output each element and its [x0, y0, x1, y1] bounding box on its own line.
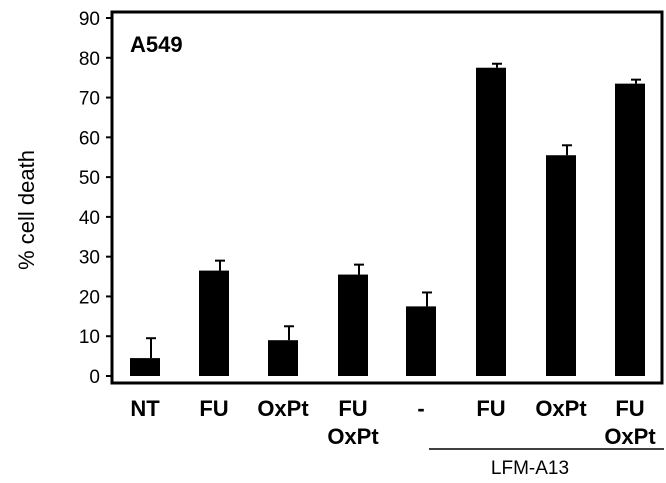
x-tick-label: OxPt [257, 396, 309, 421]
bar [338, 274, 368, 376]
bar [615, 83, 645, 376]
y-tick-label: 50 [79, 168, 100, 189]
y-tick-label: 80 [79, 49, 100, 70]
x-tick-label: FU [338, 396, 367, 421]
bar [546, 155, 576, 376]
y-tick-label: 40 [79, 208, 100, 229]
y-tick-label: 70 [79, 89, 100, 110]
y-tick-label: 60 [79, 128, 100, 149]
plot-frame [110, 10, 664, 385]
y-tick-label: 0 [89, 367, 100, 388]
y-tick-label: 90 [79, 9, 100, 30]
bar [130, 358, 160, 376]
x-tick-label: FU [476, 396, 505, 421]
bar [476, 67, 506, 376]
x-tick-label: NT [130, 396, 160, 421]
x-axis-labels: NT FU OxPt FU OxPt - FU OxPt FU OxPt [130, 396, 656, 449]
y-axis-label: % cell death [14, 150, 39, 270]
bar [199, 270, 229, 376]
x-tick-label-line2: OxPt [327, 424, 379, 449]
x-tick-label-line2: OxPt [604, 424, 656, 449]
x-tick-label: FU [615, 396, 644, 421]
panel-label: A549 [130, 32, 183, 57]
bar [268, 340, 298, 376]
x-tick-label: OxPt [535, 396, 587, 421]
group-label: LFM-A13 [491, 458, 569, 479]
x-tick-label: FU [199, 396, 228, 421]
y-axis: 0 10 20 30 40 50 60 70 80 90 [79, 9, 112, 388]
x-tick-label: - [417, 396, 424, 421]
y-tick-label: 20 [79, 287, 100, 308]
bar [406, 306, 436, 376]
bars [130, 62, 645, 376]
y-tick-label: 10 [79, 327, 100, 348]
y-tick-label: 30 [79, 248, 100, 269]
